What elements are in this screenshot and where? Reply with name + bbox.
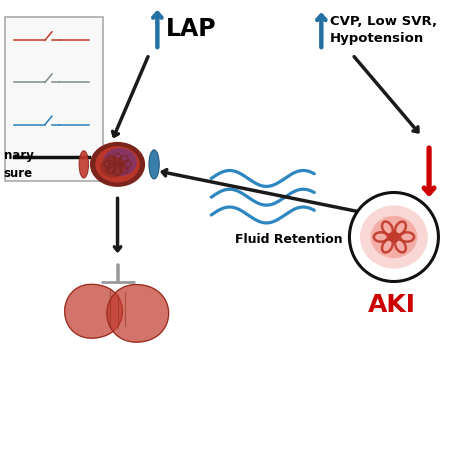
Ellipse shape — [100, 156, 126, 177]
Text: sure: sure — [4, 167, 33, 180]
Text: AKI: AKI — [368, 293, 416, 317]
Text: Fluid Retention: Fluid Retention — [235, 233, 342, 246]
Ellipse shape — [79, 151, 89, 178]
Ellipse shape — [103, 148, 137, 176]
Text: LAP: LAP — [166, 17, 217, 41]
Text: CVP, Low SVR,
Hypotension: CVP, Low SVR, Hypotension — [330, 15, 437, 45]
Circle shape — [388, 231, 400, 243]
Ellipse shape — [360, 205, 428, 269]
Ellipse shape — [90, 142, 145, 187]
Circle shape — [349, 192, 438, 282]
Polygon shape — [107, 284, 169, 342]
Polygon shape — [64, 284, 122, 338]
Ellipse shape — [371, 216, 417, 258]
Text: nary: nary — [4, 148, 34, 162]
FancyBboxPatch shape — [5, 17, 103, 181]
Ellipse shape — [95, 146, 140, 182]
Ellipse shape — [149, 150, 159, 179]
